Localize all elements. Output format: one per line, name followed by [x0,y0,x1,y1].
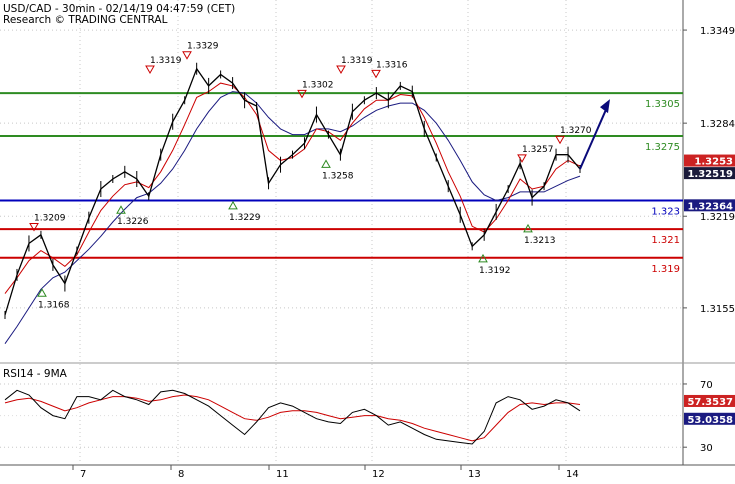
low-label: 1.3229 [229,213,261,223]
high-label: 1.3319 [341,56,373,66]
high-label: 1.3257 [522,145,554,155]
rsi-line [4,389,581,445]
price-tick-label: 1.3155 [700,304,735,315]
axis-layer: 1.3349 1.3284 1.3219 1.3155 7 8 11 12 13 14 1.3253… [72,26,735,480]
rsi-axis-box [684,394,735,407]
price-axis-box [684,199,735,212]
x-tick-label: 14 [566,469,579,480]
level-label: 1.3275 [645,142,680,153]
level-label: 1.321 [651,235,680,246]
low-label: 1.3258 [322,171,354,181]
high-label: 1.3302 [302,80,334,90]
low-marker [478,253,488,263]
rsi-layer: 70 30 57.3537 53.0358 [0,380,735,454]
high-label: 1.3329 [187,42,219,52]
x-tick-label: 13 [468,469,481,480]
high-marker [182,51,192,60]
low-label: 1.3226 [117,217,149,227]
x-tick-label: 8 [178,469,184,480]
high-marker [555,135,565,145]
high-marker [29,223,39,232]
price-axis-box-label: 1.32364 [687,201,733,212]
levels-layer: 1.3305 1.3275 1.323 1.321 1.319 [0,92,683,275]
high-label: 1.3270 [560,126,592,136]
rsi-axis-box-label: 53.0358 [687,415,733,426]
low-marker [37,288,47,297]
forecast-arrow-line [579,104,609,170]
rsi-axis-box-label: 57.3537 [687,397,733,408]
low-marker [228,200,238,210]
low-marker [116,205,126,214]
price-tick-label: 1.3284 [700,119,735,130]
high-label: 1.3209 [34,214,66,224]
series-layer [4,62,610,344]
rsi-title: RSI14 - 9MA [3,368,68,380]
low-label: 1.3213 [524,236,556,246]
x-tick-label: 7 [80,469,86,480]
rsi-tick-label: 70 [700,380,713,391]
high-label: 1.3316 [376,60,408,70]
high-marker [336,65,346,75]
high-marker [297,89,307,99]
price-tick-label: 1.3349 [700,26,735,37]
level-label: 1.323 [651,206,680,217]
x-tick-label: 12 [372,469,385,480]
chart-header-line2: Research © TRADING CENTRAL [3,14,168,26]
low-label: 1.3192 [479,266,511,276]
price-tick-label: 1.3219 [700,212,735,223]
price-axis-box-label: 1.3253 [694,157,733,168]
low-label: 1.3168 [38,300,70,310]
price-axis-box-label: 1.32519 [687,169,733,180]
chart-header-line1: USD/CAD - 30min - 02/14/19 04:47:59 (CET… [3,3,235,15]
series-ma-slow [4,91,581,344]
x-tick-label: 11 [276,469,289,480]
low-marker [321,159,331,168]
high-marker [517,154,527,163]
high-marker [145,65,155,75]
low-marker [523,223,533,233]
price-axis-box [684,167,735,180]
high-marker [371,69,381,79]
level-label: 1.319 [651,264,680,275]
high-label: 1.3319 [150,56,182,66]
forecast-arrow-head [600,99,610,114]
level-label: 1.3305 [645,99,680,110]
rsi-tick-label: 30 [700,443,713,454]
rsi-axis-box [684,412,735,425]
price-axis-box [684,154,735,167]
